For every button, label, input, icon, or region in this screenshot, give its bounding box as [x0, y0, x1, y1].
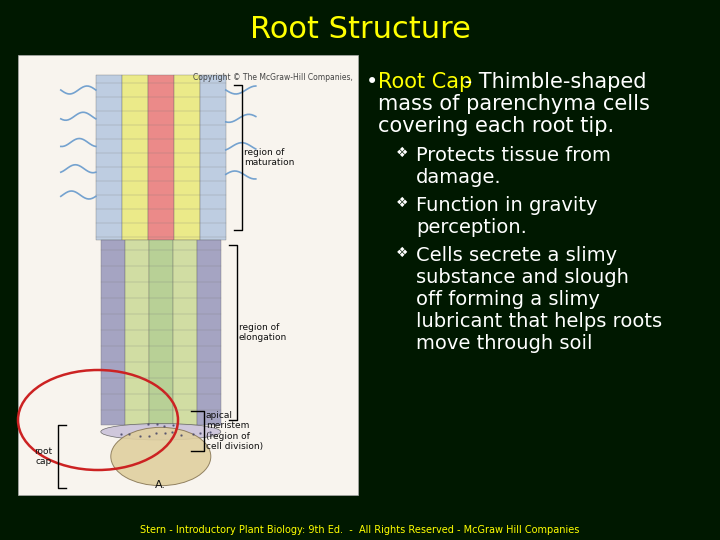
Text: off forming a slimy: off forming a slimy	[416, 290, 600, 309]
Ellipse shape	[111, 427, 211, 485]
Text: ❖: ❖	[396, 196, 408, 210]
Text: Copyright © The McGraw-Hill Companies,: Copyright © The McGraw-Hill Companies,	[193, 73, 353, 82]
Text: region of
maturation: region of maturation	[244, 148, 294, 167]
Text: covering each root tip.: covering each root tip.	[378, 116, 614, 136]
Bar	[197, 240, 221, 425]
Text: Cells secrete a slimy: Cells secrete a slimy	[416, 246, 617, 265]
Bar	[174, 75, 199, 240]
Text: Stern - Introductory Plant Biology: 9th Ed.  -  All Rights Reserved - McGraw Hil: Stern - Introductory Plant Biology: 9th …	[140, 525, 580, 535]
Text: perception.: perception.	[416, 218, 527, 237]
Text: root
cap: root cap	[34, 447, 52, 466]
Text: damage.: damage.	[416, 168, 502, 187]
Text: lubricant that helps roots: lubricant that helps roots	[416, 312, 662, 331]
Bar	[101, 240, 125, 425]
Text: •: •	[366, 72, 378, 92]
Bar	[96, 75, 122, 240]
Bar	[125, 240, 149, 425]
Text: apical
meristem
(region of
cell division): apical meristem (region of cell division…	[206, 411, 263, 451]
Text: Protects tissue from: Protects tissue from	[416, 146, 611, 165]
Text: ❖: ❖	[396, 246, 408, 260]
Text: Root Cap: Root Cap	[378, 72, 472, 92]
Text: region of
elongation: region of elongation	[239, 323, 287, 342]
Bar	[148, 75, 174, 240]
Text: Root Structure: Root Structure	[250, 16, 470, 44]
Text: ❖: ❖	[396, 146, 408, 160]
Text: Function in gravity: Function in gravity	[416, 196, 598, 215]
Bar	[18, 55, 358, 495]
Bar	[122, 75, 148, 240]
Bar	[199, 75, 226, 240]
Bar	[149, 240, 173, 425]
Text: - Thimble-shaped: - Thimble-shaped	[458, 72, 647, 92]
Bar	[173, 240, 197, 425]
Text: substance and slough: substance and slough	[416, 268, 629, 287]
Text: move through soil: move through soil	[416, 334, 593, 353]
Ellipse shape	[101, 423, 221, 440]
Text: mass of parenchyma cells: mass of parenchyma cells	[378, 94, 650, 114]
Text: A.: A.	[156, 480, 166, 490]
